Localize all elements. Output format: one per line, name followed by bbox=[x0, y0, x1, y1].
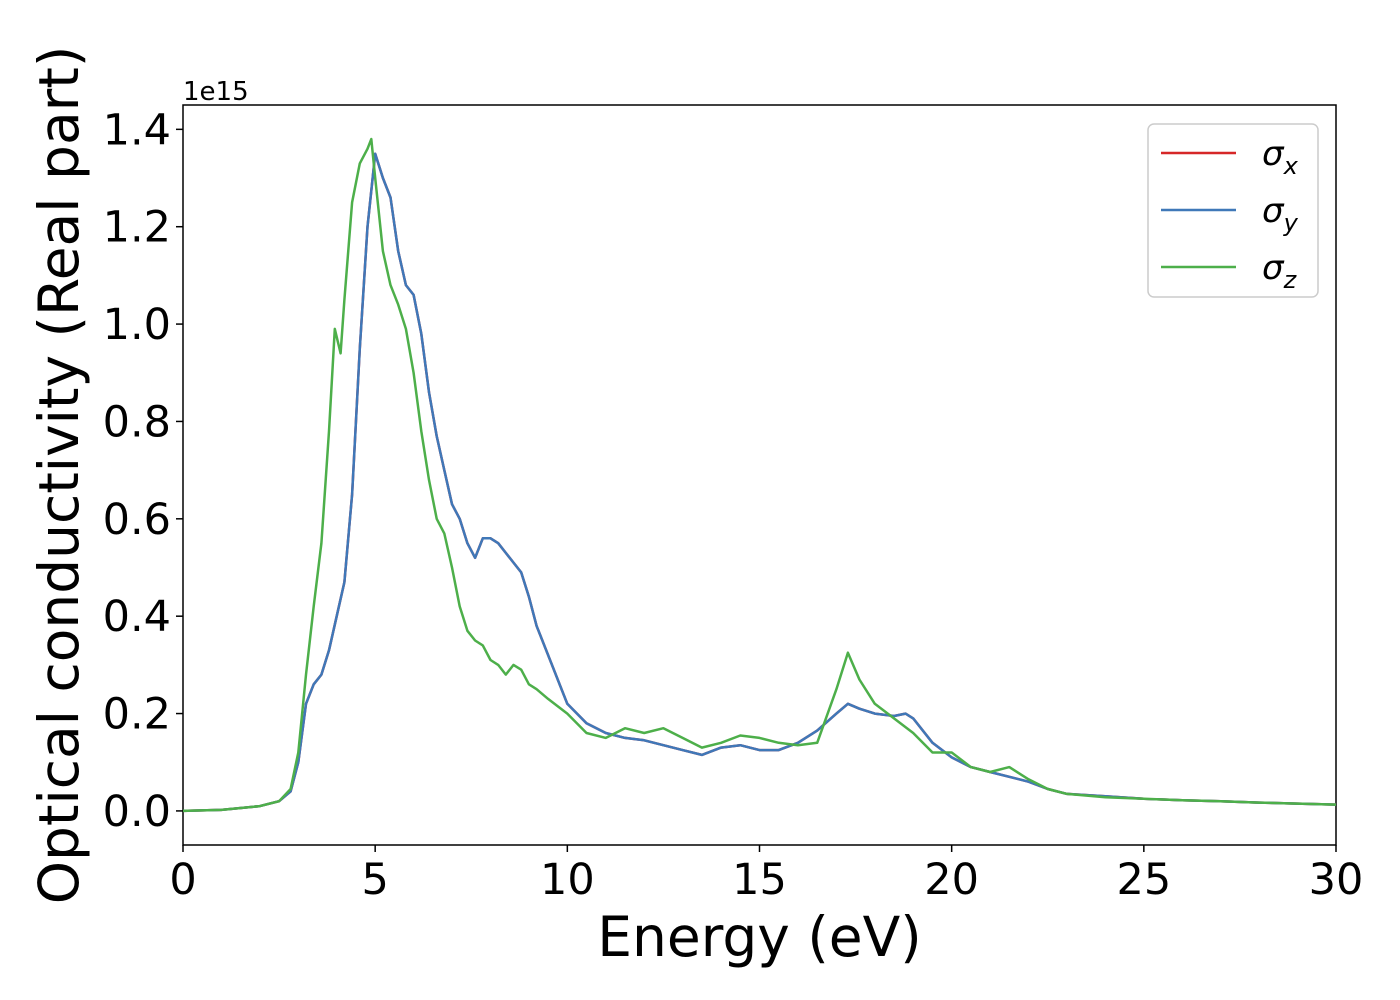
x-tick-label: 0 bbox=[169, 855, 196, 905]
y-tick-label: 0.4 bbox=[103, 592, 171, 642]
y-tick-label: 0.6 bbox=[103, 495, 171, 545]
y-axis-ticks: 0.0 0.2 0.4 0.6 0.8 1.0 1.2 1.4 bbox=[103, 105, 183, 837]
legend-label-x: σx bbox=[1262, 134, 1299, 180]
y-tick-label: 0.8 bbox=[103, 397, 171, 447]
y-axis-label: Optical conductivity (Real part) bbox=[27, 46, 91, 905]
y-tick-label: 0.0 bbox=[103, 787, 171, 837]
y-tick-label: 0.2 bbox=[103, 690, 171, 740]
legend-label-y: σy bbox=[1262, 191, 1299, 237]
legend: σx σy σz bbox=[1147, 123, 1319, 298]
x-tick-label: 15 bbox=[732, 855, 787, 905]
x-tick-label: 5 bbox=[361, 855, 388, 905]
legend-items: σx σy σz bbox=[1161, 134, 1299, 294]
x-tick-label: 10 bbox=[540, 855, 595, 905]
y-tick-label: 1.0 bbox=[103, 300, 171, 350]
y-offset-label: 1e15 bbox=[183, 77, 249, 107]
series-layer bbox=[182, 137, 1337, 813]
x-axis-ticks: 0 5 10 15 20 25 30 bbox=[169, 845, 1363, 905]
x-tick-label: 30 bbox=[1309, 855, 1364, 905]
x-tick-label: 20 bbox=[924, 855, 979, 905]
y-tick-label: 1.2 bbox=[103, 203, 171, 253]
x-axis-label: Energy (eV) bbox=[597, 905, 921, 969]
legend-label-z: σz bbox=[1262, 248, 1298, 294]
plot-area bbox=[182, 104, 1337, 846]
series-line-y bbox=[182, 152, 1337, 813]
series-line-z bbox=[182, 137, 1337, 813]
y-tick-label: 1.4 bbox=[103, 105, 171, 155]
x-tick-label: 25 bbox=[1116, 855, 1171, 905]
